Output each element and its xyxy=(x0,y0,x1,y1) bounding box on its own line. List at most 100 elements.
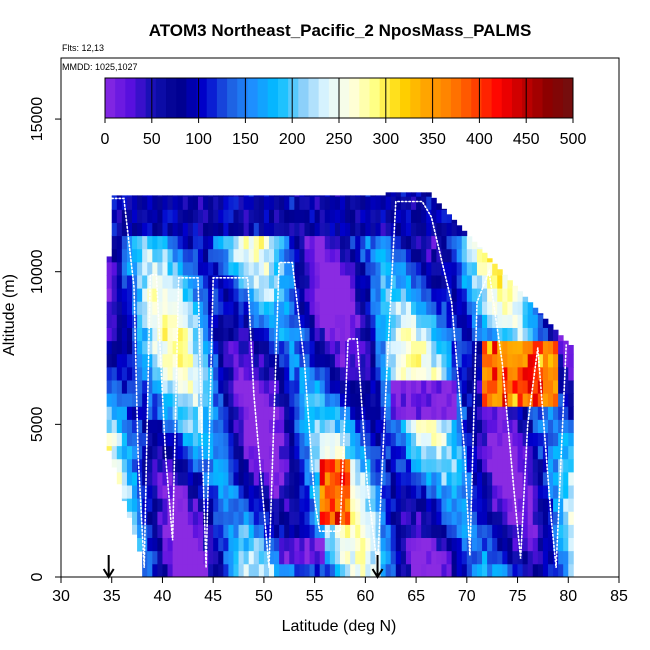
heatmap-cell xyxy=(558,335,564,342)
heatmap-cell xyxy=(294,458,300,473)
heatmap-cell xyxy=(304,288,310,302)
heatmap-cell xyxy=(517,458,524,473)
heatmap-cell xyxy=(482,366,488,381)
heatmap-cell xyxy=(345,196,351,210)
heatmap-cell xyxy=(405,275,412,289)
heatmap-cell xyxy=(375,248,381,263)
heatmap-cell xyxy=(263,537,270,552)
heatmap-cell xyxy=(502,550,508,565)
heatmap-cell xyxy=(471,445,478,460)
heatmap-cell xyxy=(274,353,280,368)
heatmap-cell xyxy=(497,432,503,447)
heatmap-cell xyxy=(568,353,574,368)
heatmap-cell xyxy=(177,314,184,328)
heatmap-cell xyxy=(284,406,290,420)
colorbar-swatch xyxy=(420,78,432,118)
heatmap-cell xyxy=(289,261,295,276)
heatmap-cell xyxy=(390,524,397,539)
heatmap-cell xyxy=(324,498,331,512)
heatmap-cell xyxy=(299,524,305,539)
heatmap-cell xyxy=(365,314,371,328)
heatmap-cell xyxy=(203,485,209,499)
heatmap-cell xyxy=(243,471,250,486)
heatmap-cell xyxy=(263,340,270,355)
heatmap-cell xyxy=(167,314,173,328)
heatmap-cell xyxy=(542,353,549,368)
heatmap-cell xyxy=(218,550,224,565)
heatmap-cell xyxy=(512,393,518,407)
heatmap-cell xyxy=(527,366,534,381)
chart-title: ATOM3 Northeast_Pacific_2 NposMass_PALMS xyxy=(149,21,532,40)
heatmap-cell xyxy=(233,419,239,433)
heatmap-cell xyxy=(512,340,518,355)
heatmap-cell xyxy=(248,458,255,473)
heatmap-cell xyxy=(228,485,234,499)
heatmap-cell xyxy=(568,485,574,499)
heatmap-cell xyxy=(279,340,285,355)
heatmap-cell xyxy=(451,219,458,223)
heatmap-cell xyxy=(243,340,250,355)
heatmap-cell xyxy=(304,432,310,447)
heatmap-cell xyxy=(182,537,189,552)
heatmap-cell xyxy=(248,209,255,223)
heatmap-cell xyxy=(233,550,239,565)
heatmap-cell xyxy=(284,471,290,486)
heatmap-cell xyxy=(218,524,224,539)
heatmap-cell xyxy=(187,301,194,315)
heatmap-cell xyxy=(385,209,392,223)
heatmap-cell xyxy=(532,366,539,381)
heatmap-cell xyxy=(157,524,163,539)
heatmap-cell xyxy=(517,366,524,381)
heatmap-cell xyxy=(375,537,381,552)
heatmap-cell xyxy=(319,485,326,499)
heatmap-cell xyxy=(375,511,381,525)
heatmap-cell xyxy=(502,563,508,578)
heatmap-cell xyxy=(157,550,163,565)
heatmap-cell xyxy=(502,471,508,486)
heatmap-cell xyxy=(405,563,412,578)
heatmap-cell xyxy=(228,209,234,223)
heatmap-cell xyxy=(233,209,239,223)
heatmap-cell xyxy=(304,550,310,565)
heatmap-cell xyxy=(203,288,209,302)
heatmap-cell xyxy=(274,511,280,525)
heatmap-cell xyxy=(426,366,432,381)
heatmap-cell xyxy=(461,537,468,552)
heatmap-cell xyxy=(395,393,402,407)
heatmap-cell xyxy=(542,380,549,394)
colorbar-swatch xyxy=(481,78,493,118)
heatmap-cell xyxy=(253,445,260,460)
heatmap-cell xyxy=(517,524,524,539)
heatmap-cell xyxy=(324,340,331,355)
heatmap-cell xyxy=(197,195,204,197)
heatmap-cell xyxy=(329,288,336,302)
heatmap-cell xyxy=(253,471,260,486)
heatmap-cell xyxy=(243,195,250,197)
heatmap-cell xyxy=(192,248,199,263)
heatmap-cell xyxy=(137,301,143,315)
heatmap-cell xyxy=(248,195,255,197)
heatmap-cell xyxy=(507,393,513,407)
heatmap-cell xyxy=(563,380,569,394)
heatmap-cell xyxy=(274,445,280,460)
heatmap-cell xyxy=(360,248,366,263)
heatmap-cell xyxy=(405,235,412,250)
colorbar-swatch xyxy=(135,78,147,118)
heatmap-cell xyxy=(324,235,331,250)
heatmap-cell xyxy=(421,275,427,289)
heatmap-cell xyxy=(542,318,549,328)
heatmap-cell xyxy=(476,301,483,315)
heatmap-cell xyxy=(436,288,442,302)
heatmap-cell xyxy=(274,195,280,197)
heatmap-cell xyxy=(284,485,290,499)
heatmap-cell xyxy=(547,458,554,473)
heatmap-cell xyxy=(116,314,123,328)
heatmap-cell xyxy=(456,406,463,420)
heatmap-cell xyxy=(400,563,407,578)
heatmap-cell xyxy=(314,327,321,342)
heatmap-cell xyxy=(512,353,518,368)
heatmap-cell xyxy=(431,327,437,342)
heatmap-cell xyxy=(471,288,478,302)
heatmap-cell xyxy=(208,432,214,447)
heatmap-cell xyxy=(294,261,300,276)
